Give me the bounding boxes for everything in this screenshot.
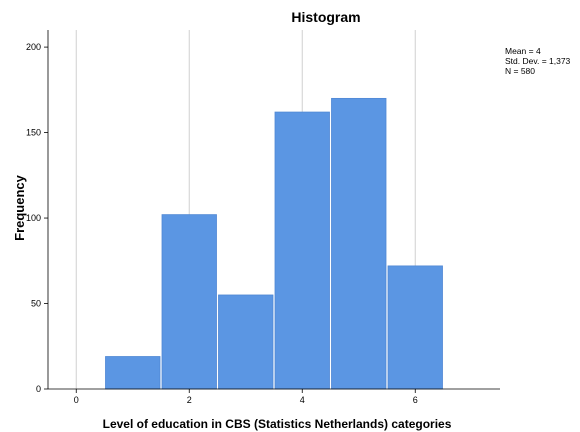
x-tick-label-6: 6 bbox=[413, 395, 418, 405]
bar-bin-5 bbox=[331, 97, 387, 390]
bar-bin-3 bbox=[218, 294, 274, 390]
y-tick-label-0: 0 bbox=[36, 384, 41, 394]
y-tick-label-150: 150 bbox=[26, 128, 41, 138]
y-tick-label-100: 100 bbox=[26, 213, 41, 223]
chart-title: Histogram bbox=[291, 9, 360, 25]
y-axis-label: Frequency bbox=[12, 174, 27, 241]
bar-bin-4 bbox=[274, 111, 330, 390]
x-tick-label-0: 0 bbox=[74, 395, 79, 405]
stats-std-dev: Std. Dev. = 1,373 bbox=[505, 56, 571, 66]
bar-bin-6 bbox=[387, 265, 443, 390]
bars bbox=[105, 97, 443, 390]
x-tick-label-4: 4 bbox=[300, 395, 305, 405]
stats-mean: Mean = 4 bbox=[505, 46, 541, 56]
axes: 0 50 100 150 200 0 2 4 6 bbox=[26, 30, 500, 405]
stats-n: N = 580 bbox=[505, 66, 535, 76]
bar-bin-2 bbox=[161, 214, 217, 390]
x-axis-label: Level of education in CBS (Statistics Ne… bbox=[103, 417, 452, 431]
x-tick-label-2: 2 bbox=[187, 395, 192, 405]
y-tick-label-200: 200 bbox=[26, 42, 41, 52]
bar-bin-1 bbox=[105, 356, 161, 390]
y-tick-label-50: 50 bbox=[31, 299, 41, 309]
